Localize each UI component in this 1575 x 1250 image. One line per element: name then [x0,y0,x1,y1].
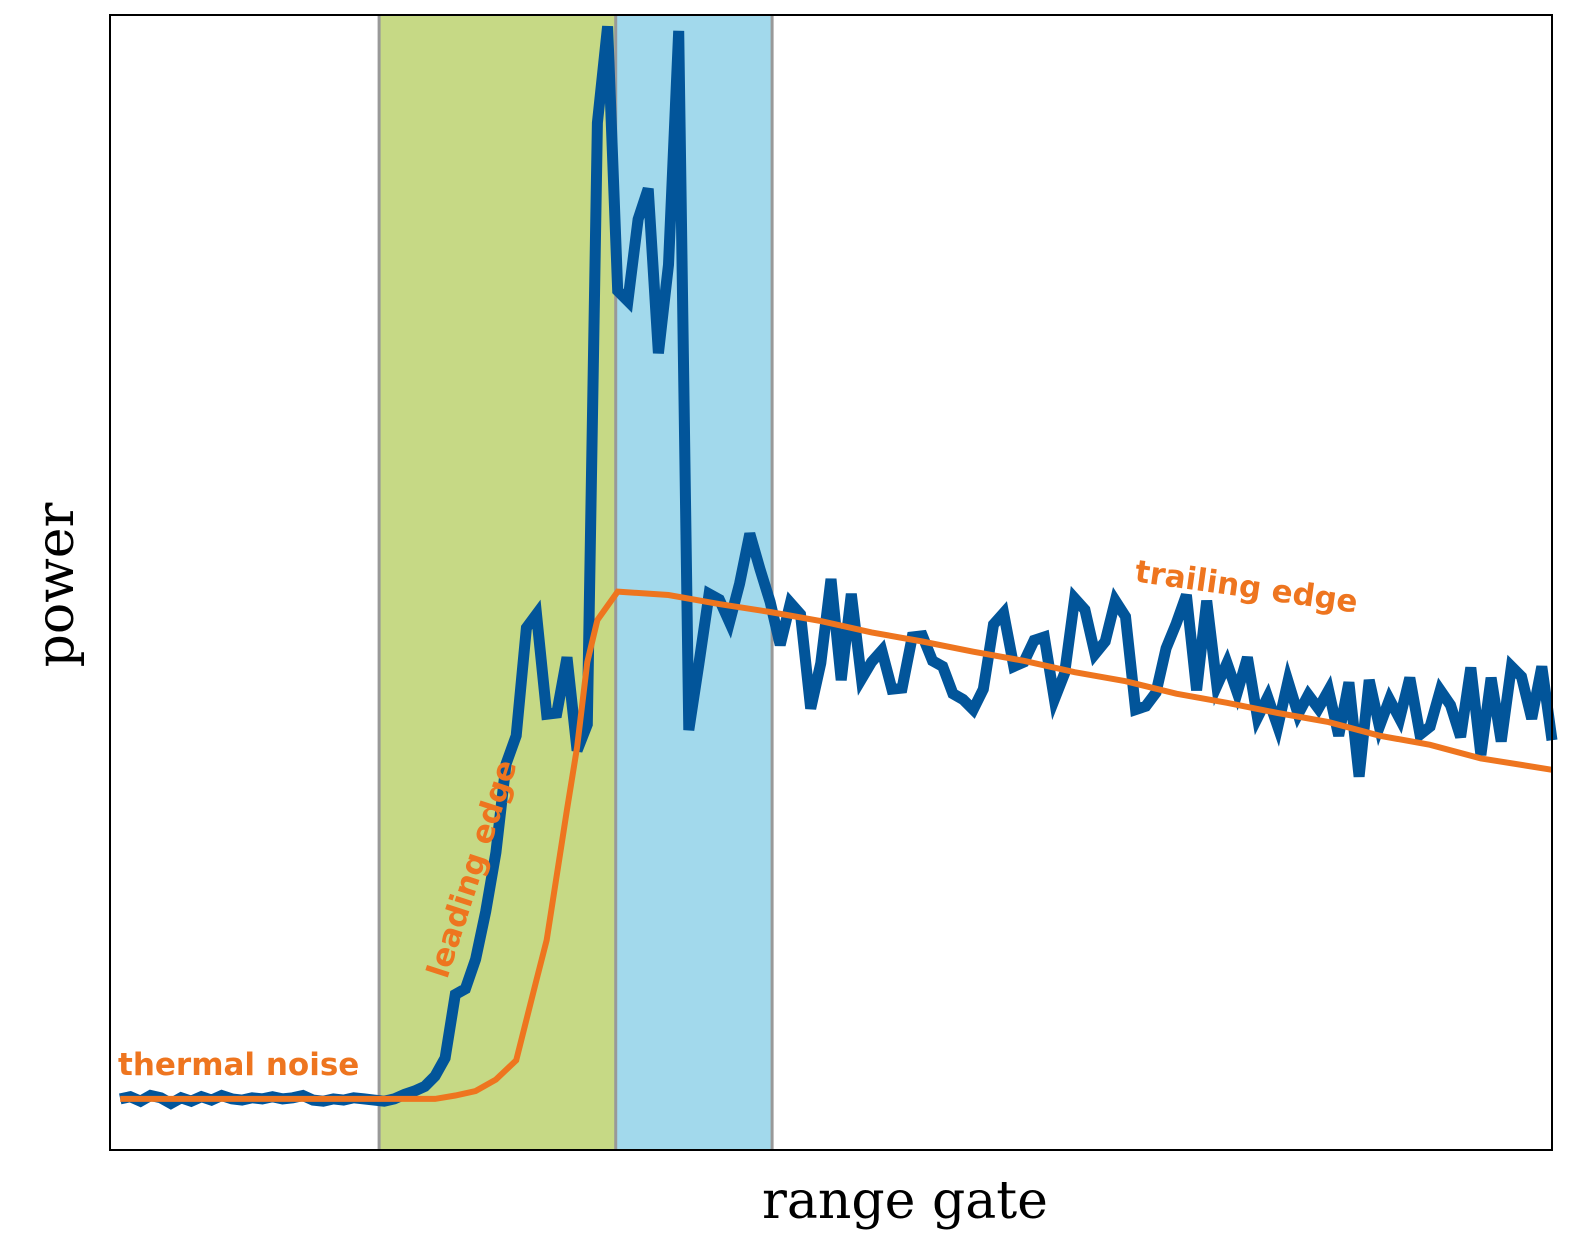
waveform-line [119,25,1558,1110]
plot-frame [109,14,1553,1151]
leading-edge-region [379,15,616,1150]
x-axis-label: range gate [762,1171,1048,1231]
peak-region [615,15,773,1150]
series-lines [119,25,1558,1110]
y-axis-label: power [26,502,86,667]
shaded-regions [379,15,773,1150]
annotation-thermal-noise: thermal noise [118,1047,359,1083]
model-line [120,588,1553,1102]
annotation-trailing-edge: trailing edge [1133,554,1360,621]
